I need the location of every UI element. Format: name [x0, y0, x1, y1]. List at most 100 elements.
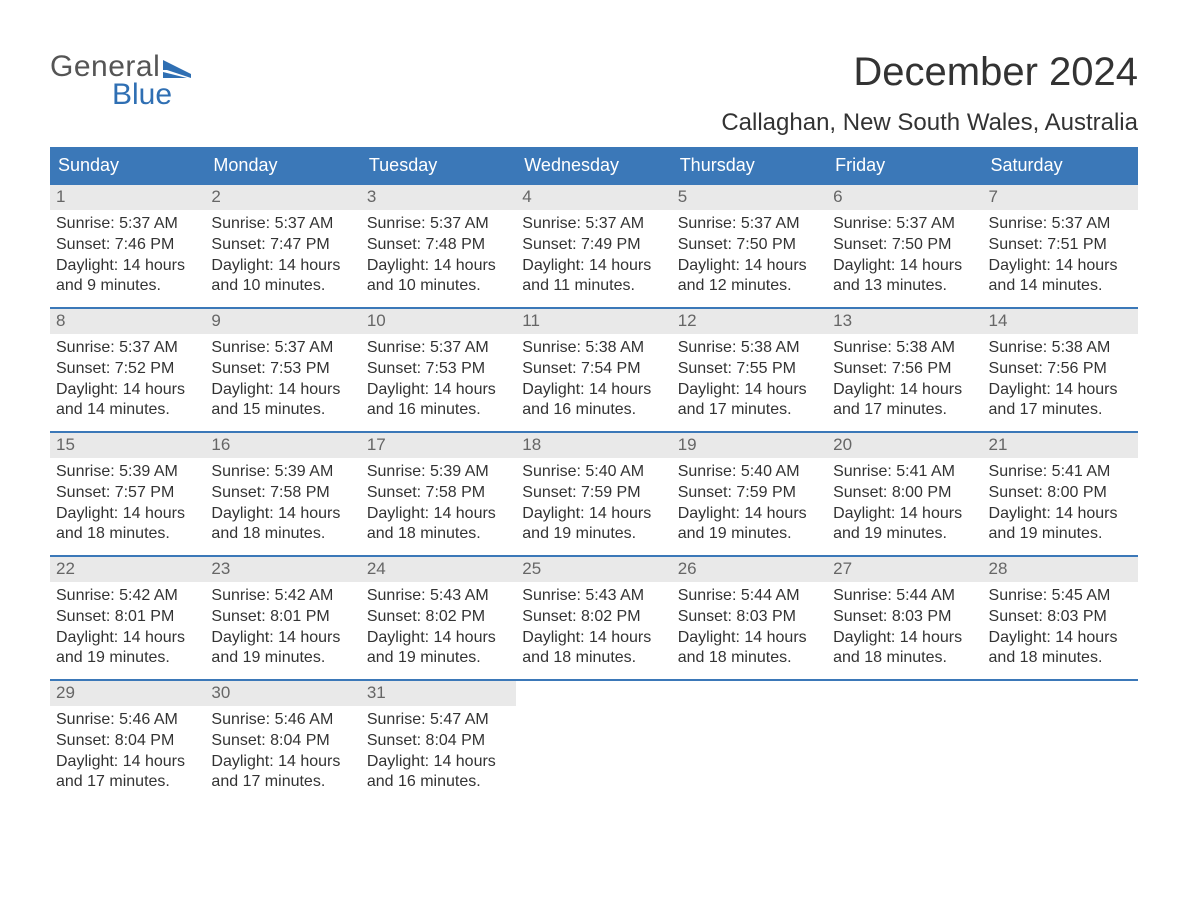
daylight-line-1: Daylight: 14 hours: [367, 504, 510, 525]
sunset-line: Sunset: 7:48 PM: [367, 235, 510, 256]
day-number: 3: [361, 185, 516, 210]
day-cell: 1Sunrise: 5:37 AMSunset: 7:46 PMDaylight…: [50, 185, 205, 307]
daylight-line-1: Daylight: 14 hours: [211, 256, 354, 277]
week-row: 22Sunrise: 5:42 AMSunset: 8:01 PMDayligh…: [50, 555, 1138, 679]
day-body: Sunrise: 5:41 AMSunset: 8:00 PMDaylight:…: [983, 458, 1138, 551]
daylight-line-2: and 14 minutes.: [56, 400, 199, 421]
day-number: 6: [827, 185, 982, 210]
logo-flag-icon: [163, 60, 191, 78]
day-body: Sunrise: 5:37 AMSunset: 7:53 PMDaylight:…: [361, 334, 516, 427]
day-body: Sunrise: 5:44 AMSunset: 8:03 PMDaylight:…: [827, 582, 982, 675]
daylight-line-2: and 18 minutes.: [989, 648, 1132, 669]
sunset-line: Sunset: 7:49 PM: [522, 235, 665, 256]
sunrise-line: Sunrise: 5:45 AM: [989, 586, 1132, 607]
sunrise-line: Sunrise: 5:38 AM: [678, 338, 821, 359]
week-row: 15 Sunrise: 5:39 AM Sunset: 7:57 PM Dayligh…: [50, 431, 1138, 555]
daylight-line-2: and 17 minutes.: [211, 772, 354, 793]
daylight-line-1: Daylight: 14 hours: [989, 256, 1132, 277]
day-number: 27: [827, 557, 982, 582]
day-cell: 9Sunrise: 5:37 AMSunset: 7:53 PMDaylight…: [205, 309, 360, 431]
sunset-line: Sunset: 8:01 PM: [56, 607, 199, 628]
day-cell: 15Sunrise: 5:39 AMSunset: 7:57 PMDayligh…: [50, 433, 205, 555]
sunset-line: Sunset: 7:59 PM: [678, 483, 821, 504]
day-number: 15: [50, 433, 205, 458]
day-cell: 31Sunrise: 5:47 AMSunset: 8:04 PMDayligh…: [361, 681, 516, 803]
sunset-line: Sunset: 8:04 PM: [367, 731, 510, 752]
day-cell: 14Sunrise: 5:38 AMSunset: 7:56 PMDayligh…: [983, 309, 1138, 431]
sunrise-line: Sunrise: 5:40 AM: [678, 462, 821, 483]
daylight-line-2: and 18 minutes.: [522, 648, 665, 669]
day-number: 31: [361, 681, 516, 706]
week-row: 8Sunrise: 5:37 AMSunset: 7:52 PMDaylight…: [50, 307, 1138, 431]
daylight-line-2: and 15 minutes.: [211, 400, 354, 421]
day-number: 12: [672, 309, 827, 334]
day-number: 13: [827, 309, 982, 334]
daylight-line-1: Daylight: 14 hours: [833, 628, 976, 649]
sunrise-line: Sunrise: 5:37 AM: [678, 214, 821, 235]
day-cell: 13Sunrise: 5:38 AMSunset: 7:56 PMDayligh…: [827, 309, 982, 431]
day-number: 26: [672, 557, 827, 582]
sunset-line: Sunset: 7:50 PM: [833, 235, 976, 256]
day-body: Sunrise: 5:43 AMSunset: 8:02 PMDaylight:…: [516, 582, 671, 675]
day-cell: 27Sunrise: 5:44 AMSunset: 8:03 PMDayligh…: [827, 557, 982, 679]
sunset-line: Sunset: 8:03 PM: [678, 607, 821, 628]
sunset-line: Sunset: 7:50 PM: [678, 235, 821, 256]
daylight-line-2: and 19 minutes.: [367, 648, 510, 669]
sunrise-line: Sunrise: 5:38 AM: [522, 338, 665, 359]
day-number: 9: [205, 309, 360, 334]
sunset-line: Sunset: 7:53 PM: [367, 359, 510, 380]
day-cell: 29Sunrise: 5:46 AMSunset: 8:04 PMDayligh…: [50, 681, 205, 803]
daylight-line-1: Daylight: 14 hours: [678, 628, 821, 649]
calendar: Sunday Monday Tuesday Wednesday Thursday…: [50, 147, 1138, 803]
sunset-line: Sunset: 7:56 PM: [833, 359, 976, 380]
daylight-line-1: Daylight: 14 hours: [367, 256, 510, 277]
sunset-line: Sunset: 7:53 PM: [211, 359, 354, 380]
daylight-line-2: and 19 minutes.: [833, 524, 976, 545]
daylight-line-2: and 18 minutes.: [56, 524, 199, 545]
day-cell: .: [516, 681, 671, 803]
day-body: Sunrise: 5:37 AMSunset: 7:49 PMDaylight:…: [516, 210, 671, 303]
daylight-line-1: Daylight: 14 hours: [367, 380, 510, 401]
sunrise-line: Sunrise: 5:46 AM: [56, 710, 199, 731]
day-cell: 28Sunrise: 5:45 AMSunset: 8:03 PMDayligh…: [983, 557, 1138, 679]
day-cell: 25Sunrise: 5:43 AMSunset: 8:02 PMDayligh…: [516, 557, 671, 679]
sunrise-line: Sunrise: 5:37 AM: [367, 214, 510, 235]
daylight-line-2: and 18 minutes.: [211, 524, 354, 545]
daylight-line-2: and 19 minutes.: [522, 524, 665, 545]
sunrise-line: Sunrise: 5:39 AM: [367, 462, 510, 483]
sunrise-line: Sunrise: 5:43 AM: [367, 586, 510, 607]
daylight-line-2: and 16 minutes.: [367, 400, 510, 421]
day-number: 25: [516, 557, 671, 582]
sunset-line: Sunset: 8:03 PM: [989, 607, 1132, 628]
location-text: Callaghan, New South Wales, Australia: [721, 109, 1138, 137]
sunrise-line: Sunrise: 5:41 AM: [989, 462, 1132, 483]
daylight-line-2: and 17 minutes.: [678, 400, 821, 421]
daylight-line-1: Daylight: 14 hours: [678, 504, 821, 525]
day-body: Sunrise: 5:38 AMSunset: 7:56 PMDaylight:…: [983, 334, 1138, 427]
day-cell: 24Sunrise: 5:43 AMSunset: 8:02 PMDayligh…: [361, 557, 516, 679]
daylight-line-1: Daylight: 14 hours: [989, 628, 1132, 649]
daylight-line-1: Daylight: 14 hours: [211, 752, 354, 773]
weekday-header: Saturday: [983, 149, 1138, 183]
sunset-line: Sunset: 7:57 PM: [56, 483, 199, 504]
sunrise-line: Sunrise: 5:37 AM: [522, 214, 665, 235]
day-number: 10: [361, 309, 516, 334]
day-number: 24: [361, 557, 516, 582]
day-body: Sunrise: 5:37 AMSunset: 7:47 PMDaylight:…: [205, 210, 360, 303]
sunset-line: Sunset: 7:58 PM: [367, 483, 510, 504]
daylight-line-2: and 16 minutes.: [522, 400, 665, 421]
day-cell: 16Sunrise: 5:39 AMSunset: 7:58 PMDayligh…: [205, 433, 360, 555]
sunset-line: Sunset: 7:58 PM: [211, 483, 354, 504]
daylight-line-1: Daylight: 14 hours: [56, 752, 199, 773]
daylight-line-1: Daylight: 14 hours: [522, 256, 665, 277]
day-number: 30: [205, 681, 360, 706]
day-cell: .: [672, 681, 827, 803]
day-cell: 10Sunrise: 5:37 AMSunset: 7:53 PMDayligh…: [361, 309, 516, 431]
daylight-line-1: Daylight: 14 hours: [989, 380, 1132, 401]
daylight-line-2: and 10 minutes.: [211, 276, 354, 297]
day-body: Sunrise: 5:43 AMSunset: 8:02 PMDaylight:…: [361, 582, 516, 675]
day-body: Sunrise: 5:37 AMSunset: 7:53 PMDaylight:…: [205, 334, 360, 427]
daylight-line-2: and 18 minutes.: [678, 648, 821, 669]
sunset-line: Sunset: 8:00 PM: [989, 483, 1132, 504]
title-block: December 2024 Callaghan, New South Wales…: [721, 50, 1138, 137]
